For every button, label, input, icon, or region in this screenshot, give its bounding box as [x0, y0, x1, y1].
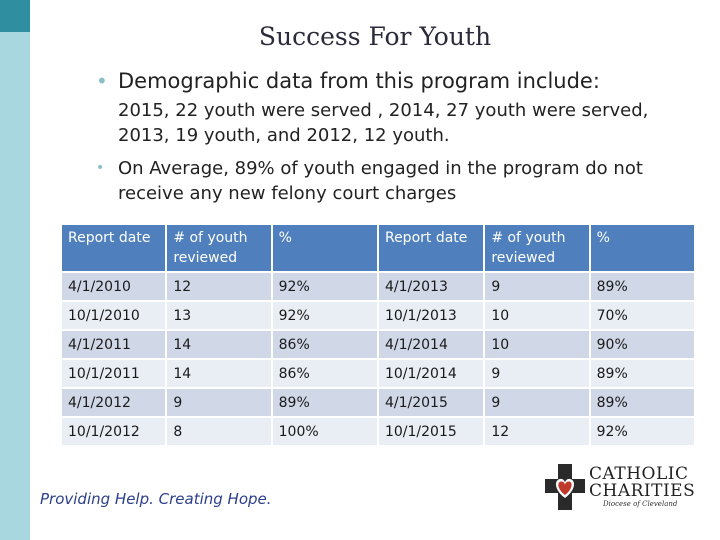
cell-percent: 92%	[590, 418, 694, 445]
table-row: 4/1/2010 12 92% 4/1/2013 9 89%	[62, 273, 694, 300]
cell-percent: 70%	[590, 302, 694, 329]
cell-date: 4/1/2011	[62, 331, 166, 358]
cell-count: 13	[167, 302, 271, 329]
cell-percent: 86%	[272, 360, 377, 387]
header-report-date: Report date	[378, 225, 484, 271]
bullet-demographics-detail: 2015, 22 youth were served , 2014, 27 yo…	[118, 100, 649, 146]
cell-percent: 89%	[590, 389, 694, 416]
catholic-charities-logo: CATHOLIC CHARITIES Diocese of Cleveland	[545, 462, 695, 512]
header-percent: %	[590, 225, 694, 271]
logo-text-catholic: CATHOLIC	[589, 464, 689, 484]
logo-text-charities: CHARITIES	[589, 481, 696, 501]
footer-tagline: Providing Help. Creating Hope.	[40, 490, 272, 508]
cell-percent: 89%	[590, 360, 694, 387]
slide-title: Success For Youth	[258, 22, 492, 51]
table-row: 10/1/2011 14 86% 10/1/2014 9 89%	[62, 360, 694, 387]
bullet-demographics: • Demographic data from this program inc…	[96, 67, 696, 148]
cell-date: 10/1/2013	[378, 302, 484, 329]
cell-percent: 90%	[590, 331, 694, 358]
cell-count: 10	[485, 302, 589, 329]
cell-percent: 89%	[272, 389, 377, 416]
side-accent-bar-top	[0, 0, 30, 32]
table-row: 10/1/2012 8 100% 10/1/2015 12 92%	[62, 418, 694, 445]
table-row: 10/1/2010 13 92% 10/1/2013 10 70%	[62, 302, 694, 329]
cell-count: 9	[485, 389, 589, 416]
bullet-average: • On Average, 89% of youth engaged in th…	[96, 156, 696, 206]
bullet-dot-icon: •	[96, 160, 105, 176]
cell-date: 4/1/2015	[378, 389, 484, 416]
logo-text-diocese: Diocese of Cleveland	[603, 500, 678, 508]
header-youth-reviewed: # of youth reviewed	[485, 225, 589, 271]
table-row: 4/1/2012 9 89% 4/1/2015 9 89%	[62, 389, 694, 416]
cell-date: 4/1/2010	[62, 273, 166, 300]
bullet-dot-icon: •	[96, 69, 108, 93]
cell-date: 10/1/2012	[62, 418, 166, 445]
cell-percent: 92%	[272, 273, 377, 300]
bullet-list: • Demographic data from this program inc…	[96, 67, 696, 206]
cell-count: 9	[167, 389, 271, 416]
cross-heart-icon	[545, 464, 585, 510]
table-header-row: Report date # of youth reviewed % Report…	[62, 225, 694, 271]
header-percent: %	[272, 225, 377, 271]
table-row: 4/1/2011 14 86% 4/1/2014 10 90%	[62, 331, 694, 358]
report-table: Report date # of youth reviewed % Report…	[60, 223, 696, 447]
cell-date: 4/1/2012	[62, 389, 166, 416]
cell-date: 10/1/2014	[378, 360, 484, 387]
cell-count: 10	[485, 331, 589, 358]
cell-date: 10/1/2015	[378, 418, 484, 445]
cell-date: 4/1/2014	[378, 331, 484, 358]
cell-date: 4/1/2013	[378, 273, 484, 300]
header-report-date: Report date	[62, 225, 166, 271]
header-youth-reviewed: # of youth reviewed	[167, 225, 271, 271]
cell-percent: 89%	[590, 273, 694, 300]
bullet-average-text: On Average, 89% of youth engaged in the …	[118, 158, 643, 204]
bullet-demographics-lead: Demographic data from this program inclu…	[118, 69, 600, 93]
cell-count: 9	[485, 360, 589, 387]
cell-percent: 92%	[272, 302, 377, 329]
cell-percent: 86%	[272, 331, 377, 358]
cell-count: 12	[485, 418, 589, 445]
cell-count: 14	[167, 360, 271, 387]
side-accent-bar	[0, 0, 30, 540]
cell-date: 10/1/2011	[62, 360, 166, 387]
cell-count: 12	[167, 273, 271, 300]
cell-percent: 100%	[272, 418, 377, 445]
cell-date: 10/1/2010	[62, 302, 166, 329]
cell-count: 9	[485, 273, 589, 300]
cell-count: 14	[167, 331, 271, 358]
cell-count: 8	[167, 418, 271, 445]
